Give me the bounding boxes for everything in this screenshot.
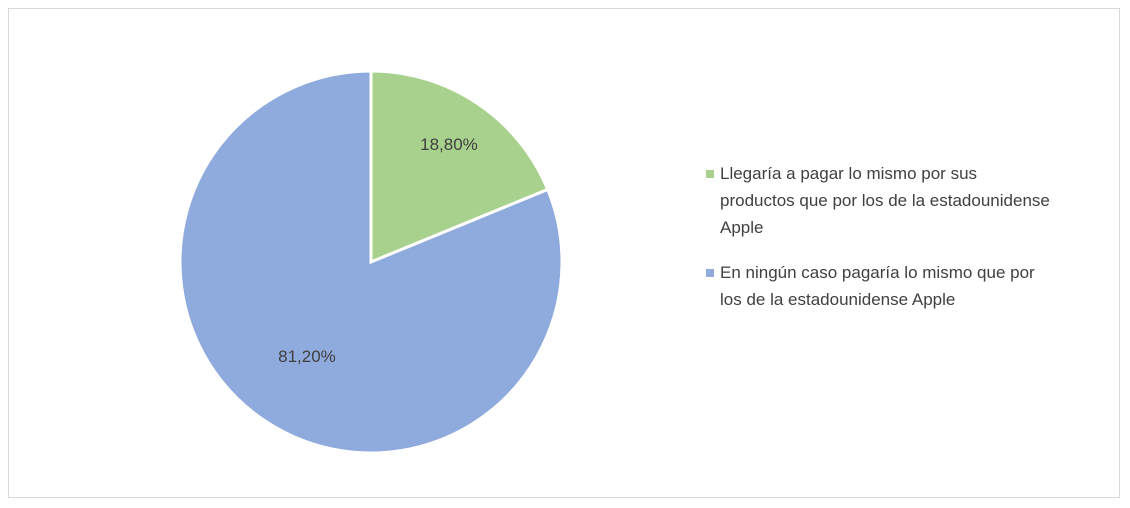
- legend: Llegaría a pagar lo mismo por sus produc…: [706, 160, 1051, 331]
- data-label: 81,20%: [278, 347, 336, 366]
- chart-frame: [8, 8, 1120, 498]
- legend-item: En ningún caso pagaría lo mismo que por …: [706, 259, 1051, 313]
- pie-slice: [369, 69, 550, 265]
- legend-swatch: [706, 269, 714, 277]
- pie-slice: [178, 69, 564, 455]
- data-label: 18,80%: [420, 135, 478, 154]
- legend-item: Llegaría a pagar lo mismo por sus produc…: [706, 160, 1051, 241]
- legend-label: En ningún caso pagaría lo mismo que por …: [720, 263, 1035, 309]
- legend-swatch: [706, 170, 714, 178]
- legend-label: Llegaría a pagar lo mismo por sus produc…: [720, 164, 1050, 237]
